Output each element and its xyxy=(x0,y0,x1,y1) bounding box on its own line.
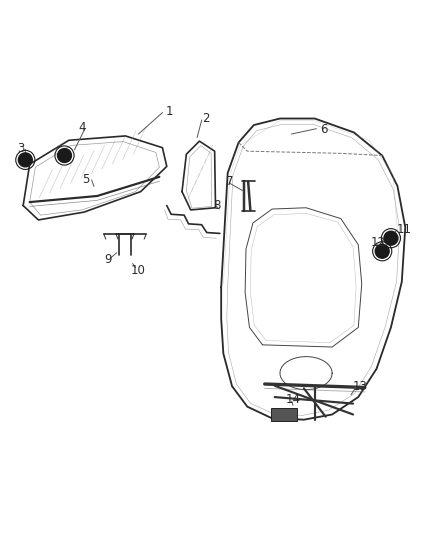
Text: 4: 4 xyxy=(78,121,86,134)
Circle shape xyxy=(57,149,71,163)
Text: 14: 14 xyxy=(286,393,300,406)
Text: 5: 5 xyxy=(83,173,90,186)
Text: 2: 2 xyxy=(202,112,210,125)
Text: 13: 13 xyxy=(353,379,368,393)
Circle shape xyxy=(18,153,32,167)
Text: 8: 8 xyxy=(213,199,220,212)
Text: 6: 6 xyxy=(320,123,327,136)
Text: 1: 1 xyxy=(165,106,173,118)
Text: 9: 9 xyxy=(104,254,112,266)
Text: 7: 7 xyxy=(226,175,233,188)
Text: 12: 12 xyxy=(371,236,385,249)
Circle shape xyxy=(384,231,398,245)
Text: 11: 11 xyxy=(396,223,411,236)
Polygon shape xyxy=(271,408,297,421)
Circle shape xyxy=(375,244,389,258)
Text: 3: 3 xyxy=(17,142,25,156)
Text: 10: 10 xyxy=(131,264,146,277)
